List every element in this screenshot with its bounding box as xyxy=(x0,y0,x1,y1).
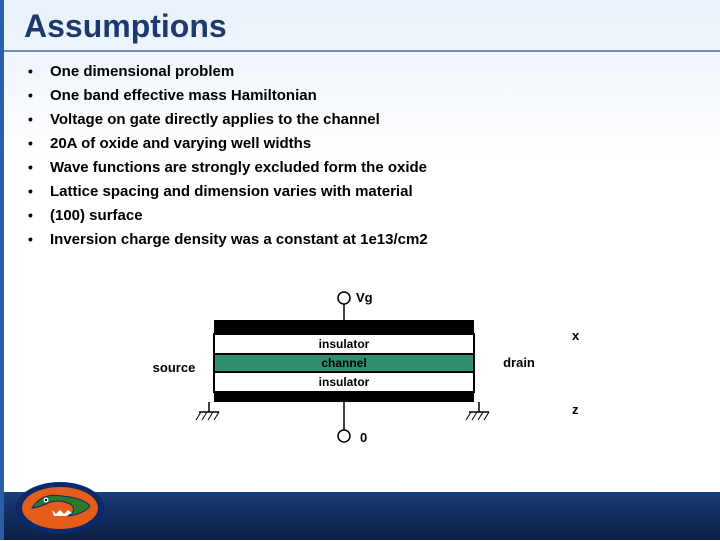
bullet-item: Lattice spacing and dimension varies wit… xyxy=(26,180,428,204)
vg-label: Vg xyxy=(356,290,373,305)
bullet-item: One dimensional problem xyxy=(26,60,428,84)
footer-bar xyxy=(4,492,720,540)
uf-gator-logo xyxy=(12,474,108,536)
bullet-list: One dimensional problem One band effecti… xyxy=(26,60,428,252)
z-axis-label: z xyxy=(572,402,579,417)
bullet-item: 20A of oxide and varying well widths xyxy=(26,132,428,156)
gate-rect xyxy=(214,320,474,334)
slide: Assumptions One dimensional problem One … xyxy=(0,0,720,540)
bullet-item: Voltage on gate directly applies to the … xyxy=(26,108,428,132)
drain-label: drain xyxy=(503,355,535,370)
ground-right-icon xyxy=(466,402,489,420)
bullet-item: Inversion charge density was a constant … xyxy=(26,228,428,252)
bottom-terminal-icon xyxy=(338,430,350,442)
bottom-rect xyxy=(214,392,474,402)
insulator-bot-label: insulator xyxy=(319,375,370,389)
bullet-item: (100) surface xyxy=(26,204,428,228)
slide-title: Assumptions xyxy=(24,8,227,45)
bullet-item: Wave functions are strongly excluded for… xyxy=(26,156,428,180)
diagram-svg: Vg insulator channel insulator source dr… xyxy=(134,290,594,485)
zero-label: 0 xyxy=(360,430,367,445)
x-axis-label: x xyxy=(572,328,580,343)
channel-label: channel xyxy=(321,356,366,370)
insulator-top-label: insulator xyxy=(319,337,370,351)
bullet-item: One band effective mass Hamiltonian xyxy=(26,84,428,108)
title-underline xyxy=(4,50,720,52)
mosfet-diagram: Vg insulator channel insulator source dr… xyxy=(134,290,594,480)
ground-left-icon xyxy=(196,402,219,420)
vg-terminal-icon xyxy=(338,292,350,304)
source-label: source xyxy=(153,360,196,375)
